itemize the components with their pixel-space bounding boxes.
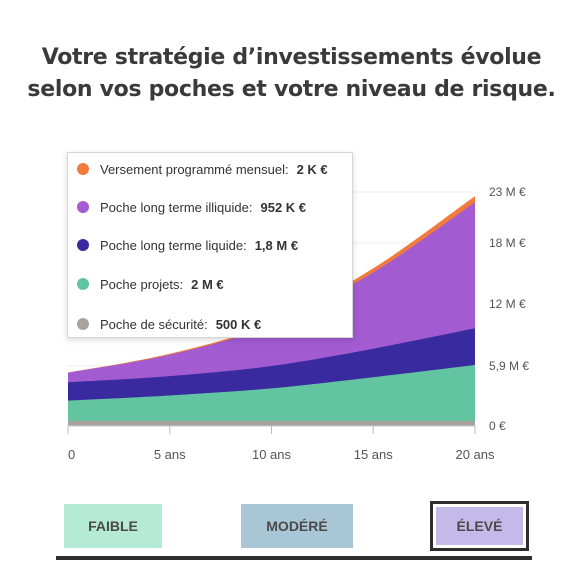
- legend-value: 2 K €: [296, 161, 328, 177]
- risk-selector-baseline: [56, 556, 532, 560]
- x-tick-label: 5 ans: [154, 447, 186, 462]
- legend-dot: [77, 278, 89, 290]
- y-tick-label: 5,9 M €: [489, 359, 529, 373]
- legend-item-versement: Versement programmé mensuel: 2 K €: [77, 159, 328, 179]
- x-tick-label: 10 ans: [252, 447, 292, 462]
- legend-item-long-terme-illiquide: Poche long terme illiquide: 952 K €: [77, 197, 306, 217]
- headline-line-1: Votre stratégie d’investissements évolue: [41, 45, 542, 70]
- legend-label: Poche long terme illiquide:: [100, 199, 253, 215]
- y-tick-label: 23 M €: [489, 185, 526, 199]
- legend-value: 1,8 M €: [254, 237, 299, 253]
- x-tick-label: 20 ans: [455, 447, 495, 462]
- legend-label: Poche projets:: [100, 276, 184, 292]
- legend-item-long-terme-liquide: Poche long terme liquide: 1,8 M €: [77, 235, 298, 255]
- risk-button-eleve[interactable]: ÉLEVÉ: [430, 501, 529, 551]
- risk-button-label: FAIBLE: [88, 518, 138, 534]
- legend-label: Poche de sécurité:: [100, 316, 208, 332]
- legend-dot: [77, 318, 89, 330]
- risk-button-label: ÉLEVÉ: [456, 518, 503, 534]
- legend-item-projets: Poche projets: 2 M €: [77, 274, 224, 294]
- y-tick-label: 0 €: [489, 419, 506, 433]
- legend-dot: [77, 239, 89, 251]
- legend-dot: [77, 163, 89, 175]
- legend-value: 952 K €: [260, 199, 307, 215]
- headline-line-2: selon vos poches et votre niveau de risq…: [27, 77, 556, 102]
- legend-item-securite: Poche de sécurité: 500 K €: [77, 314, 261, 334]
- legend-dot: [77, 201, 89, 213]
- risk-button-modere[interactable]: MODÉRÉ: [241, 504, 353, 548]
- legend-value: 2 M €: [191, 276, 224, 292]
- area-poche-projets: [68, 365, 475, 426]
- area-poche-de-s-curit-: [68, 420, 475, 426]
- legend-label: Poche long terme liquide:: [100, 237, 247, 253]
- risk-button-faible[interactable]: FAIBLE: [64, 504, 162, 548]
- y-tick-label: 18 M €: [489, 236, 526, 250]
- headline: Votre stratégie d’investissements évolue…: [20, 42, 563, 106]
- risk-button-label: MODÉRÉ: [266, 518, 328, 534]
- chart-legend: Versement programmé mensuel: 2 K € Poche…: [67, 152, 353, 338]
- x-tick-label: 15 ans: [354, 447, 394, 462]
- y-tick-label: 12 M €: [489, 297, 526, 311]
- legend-label: Versement programmé mensuel:: [100, 161, 289, 177]
- x-tick-label: 0: [68, 447, 75, 462]
- legend-value: 500 K €: [215, 316, 262, 332]
